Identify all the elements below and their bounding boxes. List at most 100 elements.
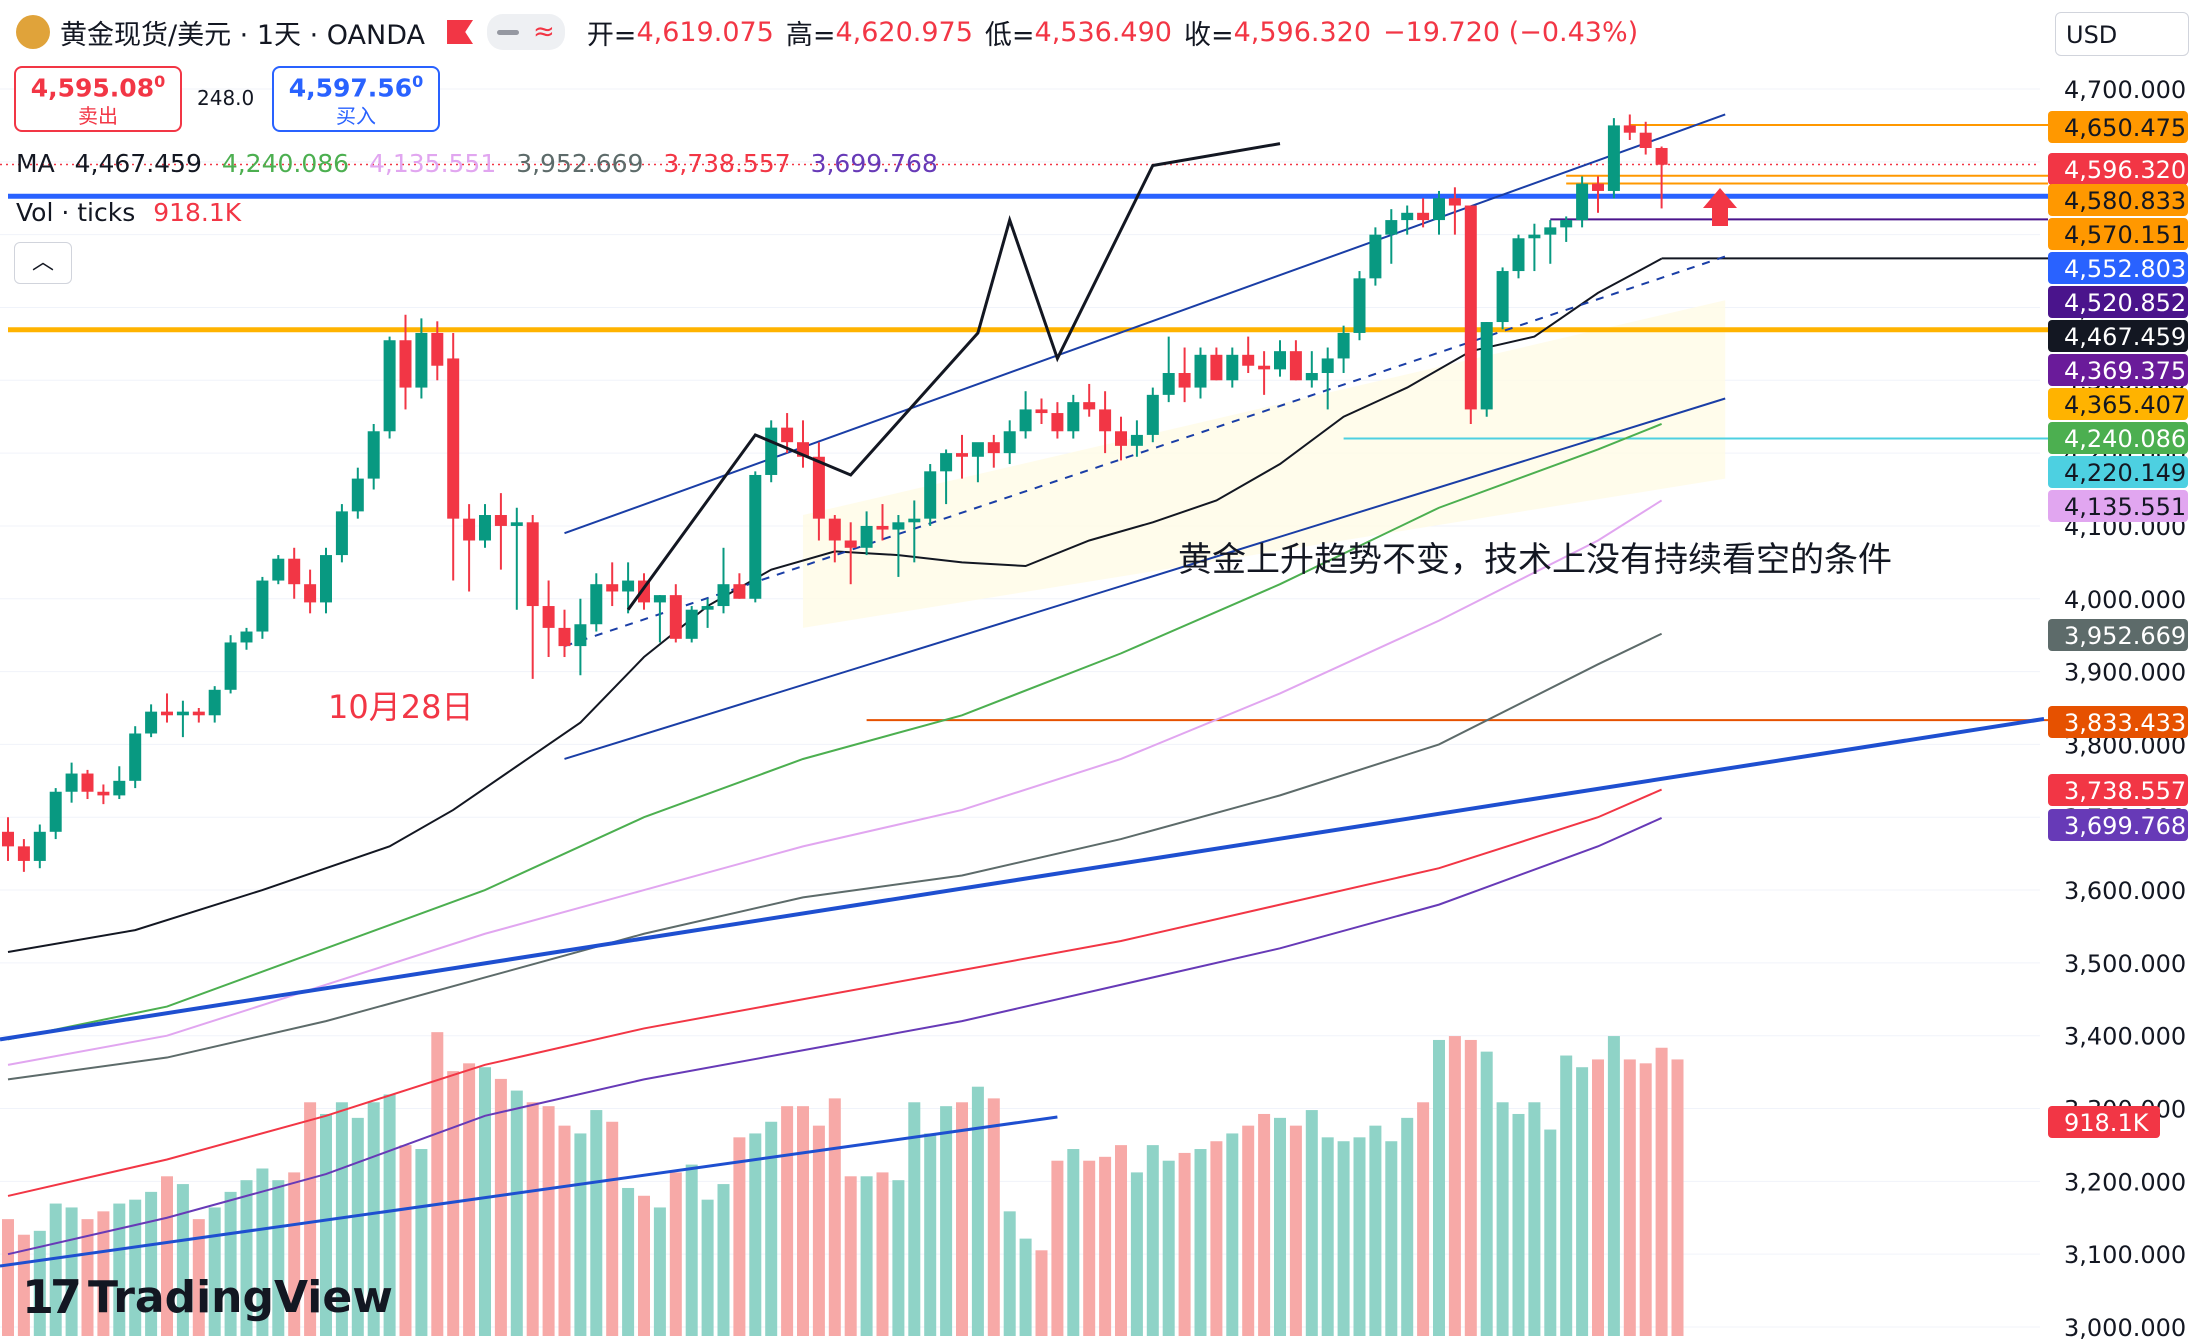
volume-bar [717,1184,730,1336]
ma-line [7,788,1662,1197]
candle-body [399,340,412,388]
collapse-legend-button[interactable]: ︿ [14,242,72,284]
price-axis-label-text: 4,570.151 [2064,221,2186,249]
candle-body [113,780,126,796]
candle-body [924,471,937,519]
candle-body [1496,271,1509,323]
sell-button[interactable]: 4,595.080 卖出 [14,66,182,132]
buy-price-sup: 0 [412,72,424,91]
price-axis-label-text: 4,580.833 [2064,187,2186,215]
volume-bar [1417,1102,1430,1336]
volume-bar [1003,1211,1016,1336]
candle-body [606,584,619,592]
ohlc-high-value: 4,620.975 [835,16,973,48]
ma-value-3: 4,135.551 [369,149,497,178]
flag-icon[interactable] [447,20,474,44]
candle-body [558,627,571,647]
candle-body [1274,351,1286,370]
volume-legend-value: 918.1K [153,198,242,227]
candle-body [1576,183,1589,221]
volume-bar [828,1098,841,1336]
volume-bar [129,1199,142,1336]
volume-bar [781,1106,794,1336]
price-change: −19.720 (−0.43%) [1383,16,1639,48]
volume-bar [1305,1110,1318,1336]
trend-channel-fill [803,300,1726,628]
candle-body [1019,409,1032,432]
candle-body [256,580,269,632]
candle-body [1115,431,1127,446]
volume-bar [1480,1051,1493,1336]
gold-symbol-icon [16,15,50,49]
volume-bar [33,1230,46,1336]
minus-icon[interactable] [497,29,520,35]
candle-body [733,584,746,599]
tradingview-watermark: 17 TradingView [22,1270,393,1324]
volume-bar [240,1180,253,1336]
price-axis-label-text: 4,240.086 [2064,425,2186,453]
volume-bar [479,1067,491,1336]
candle-body [1162,373,1175,395]
candle-body [1623,125,1636,133]
buy-price: 4,597.56 [288,73,413,103]
candle-body [860,525,873,548]
buy-label: 买入 [336,104,376,129]
ohlc-close-value: 4,596.320 [1233,16,1371,48]
price-axis-label [2048,809,2188,841]
volume-bar [812,1125,825,1336]
candle-body [1607,125,1620,191]
volume-bar [892,1180,905,1336]
volume-bar [1051,1160,1064,1336]
volume-bar [1289,1125,1302,1336]
buy-button[interactable]: 4,597.560 买入 [272,66,440,132]
volume-bar [1321,1137,1334,1336]
candle-body [1353,278,1366,333]
candle-body [1210,354,1223,381]
ma-value-4: 3,952.669 [516,149,644,178]
volume-bar [192,1219,205,1336]
volume-bar [860,1176,873,1336]
ohlc-high-label: 高= [785,19,836,51]
candle-body [1099,409,1112,432]
candle-body [1448,198,1461,206]
candle-body [1146,394,1159,435]
volume-bar [1019,1238,1032,1336]
symbol-title[interactable]: 黄金现货/美元 · 1天 · OANDA [60,19,426,51]
currency-select[interactable]: USD [2055,12,2189,56]
wave-icon[interactable]: ≈ [533,17,555,47]
volume-bar [1623,1059,1636,1336]
price-axis-label [2048,218,2188,250]
price-axis-label-text: 4,650.475 [2064,114,2186,142]
volume-bar [145,1191,158,1336]
volume-bar [1592,1059,1604,1336]
price-axis-label [2048,774,2188,806]
volume-bar [1544,1129,1557,1336]
ma-legend[interactable]: MA 4,467.459 4,240.086 4,135.551 3,952.6… [16,149,950,178]
price-axis-label-text: 4,220.149 [2064,459,2186,487]
volume-bar [1655,1047,1668,1336]
price-axis-label [2048,456,2188,488]
ma-line [7,817,1663,1256]
volume-bar [526,1102,539,1336]
candle-body [447,358,460,519]
candle-body [49,791,62,832]
volume-bar [224,1191,237,1336]
volume-bar [1194,1149,1207,1336]
candle-body [1178,373,1191,388]
volume-bar [431,1032,444,1336]
volume-bar [924,1133,937,1336]
ohlc-low-label: 低= [984,19,1035,51]
volume-bar [1433,1039,1445,1336]
candle-body [781,427,794,443]
tradingview-logo-icon: 17 [22,1270,82,1324]
candle-body [335,511,348,556]
ma-line [7,257,1663,953]
candle-body [876,525,889,530]
volume-bar [685,1164,698,1336]
candle-body [65,773,78,792]
chart-style-pill[interactable]: ≈ [487,14,565,50]
candle-body [1480,322,1493,410]
volume-bar [383,1094,396,1336]
volume-legend[interactable]: Vol · ticks 918.1K [16,198,241,227]
